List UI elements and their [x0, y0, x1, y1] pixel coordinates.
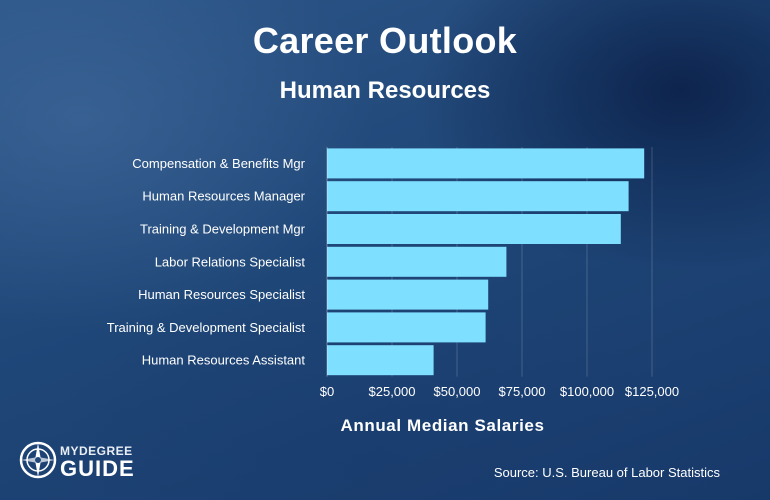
- x-tick-label: $25,000: [369, 384, 416, 399]
- compass-icon: [19, 441, 57, 479]
- bar: [327, 214, 621, 244]
- bar: [327, 279, 489, 310]
- category-label: Compensation & Benefits Mgr: [132, 156, 305, 171]
- bar: [327, 246, 507, 277]
- category-label: Human Resources Manager: [142, 189, 305, 204]
- category-label: Human Resources Assistant: [142, 353, 306, 368]
- x-tick-label: $100,000: [560, 384, 614, 399]
- x-tick-label: $125,000: [625, 384, 679, 399]
- bar: [327, 181, 629, 212]
- category-label: Labor Relations Specialist: [155, 254, 306, 269]
- logo: MYDEGREE GUIDE: [18, 440, 148, 484]
- chart-subtitle: Human Resources: [279, 77, 491, 104]
- logo-text-bottom: GUIDE: [60, 456, 135, 481]
- category-label: Training & Development Specialist: [107, 320, 306, 335]
- x-tick-label: $75,000: [499, 384, 546, 399]
- bar: [327, 312, 486, 343]
- chart-title: Career Outlook: [252, 20, 518, 61]
- category-label: Human Resources Specialist: [138, 287, 305, 302]
- category-label: Training & Development Mgr: [140, 222, 306, 237]
- x-axis-label: Annual Median Salaries: [340, 416, 545, 435]
- bar: [327, 345, 434, 376]
- source-note: Source: U.S. Bureau of Labor Statistics: [493, 465, 720, 480]
- logo-text-top: MYDEGREE: [60, 444, 133, 458]
- x-tick-label: $0: [320, 384, 334, 399]
- x-tick-label: $50,000: [434, 384, 481, 399]
- bar: [327, 148, 645, 179]
